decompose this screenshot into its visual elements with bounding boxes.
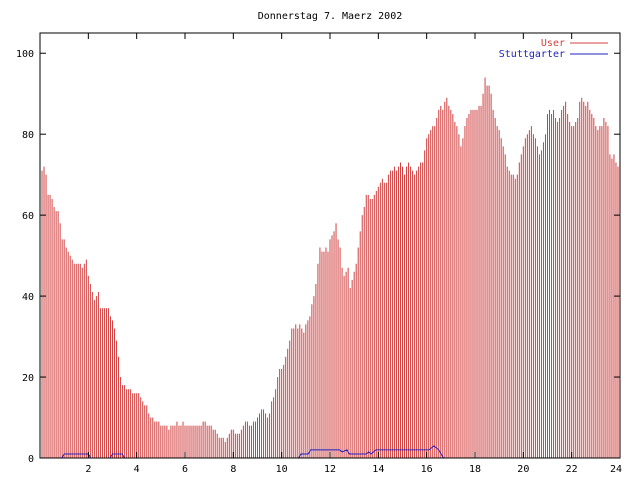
x-tick-label: 16 bbox=[421, 464, 433, 475]
x-tick-label: 14 bbox=[372, 464, 384, 475]
x-tick-label: 12 bbox=[324, 464, 336, 475]
x-axis-ticks: 2 4 6 8 10 12 14 16 18 20 22 24 bbox=[85, 33, 622, 475]
x-tick-label: 10 bbox=[276, 464, 288, 475]
y-tick-label: 40 bbox=[22, 292, 34, 303]
y-tick-label: 20 bbox=[22, 373, 34, 384]
x-tick-label: 24 bbox=[610, 464, 622, 475]
x-tick-label: 8 bbox=[230, 464, 236, 475]
user-bars bbox=[39, 77, 621, 458]
y-tick-label: 100 bbox=[16, 49, 34, 60]
x-tick-label: 20 bbox=[517, 464, 529, 475]
y-axis-ticks: 0 20 40 60 80 100 bbox=[16, 49, 620, 465]
x-tick-label: 2 bbox=[85, 464, 91, 475]
x-tick-label: 18 bbox=[469, 464, 481, 475]
x-tick-label: 4 bbox=[134, 464, 140, 475]
x-tick-label: 6 bbox=[182, 464, 188, 475]
y-tick-label: 60 bbox=[22, 211, 34, 222]
x-tick-label: 22 bbox=[566, 464, 578, 475]
legend-label-stuttgarter: Stuttgarter bbox=[499, 49, 565, 60]
legend: User Stuttgarter bbox=[499, 38, 608, 60]
chart-title: Donnerstag 7. Maerz 2002 bbox=[258, 11, 403, 22]
y-tick-label: 80 bbox=[22, 130, 34, 141]
legend-label-user: User bbox=[541, 38, 565, 49]
y-tick-label: 0 bbox=[28, 454, 34, 465]
